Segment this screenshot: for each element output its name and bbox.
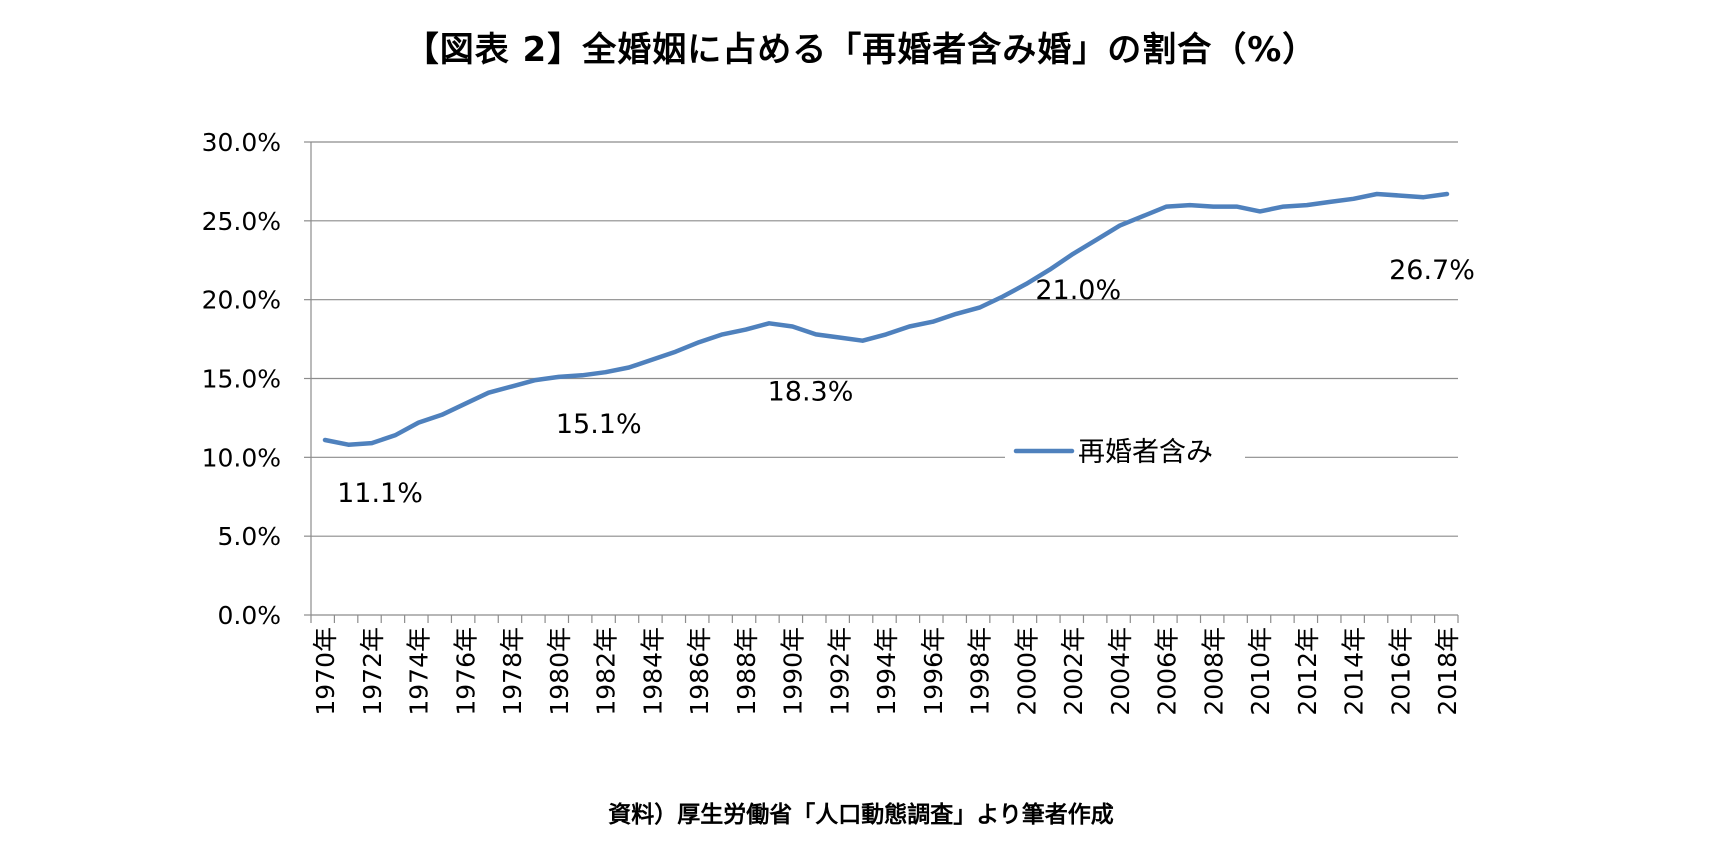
chart-title: 【図表 2】全婚姻に占める「再婚者含み婚」の割合（%） bbox=[404, 30, 1318, 70]
x-tick-label: 2012年 bbox=[1293, 627, 1322, 716]
chart-source: 資料）厚生労働省「人口動態調査」より筆者作成 bbox=[608, 802, 1114, 828]
x-tick-label: 2008年 bbox=[1199, 627, 1228, 716]
x-tick-label: 2002年 bbox=[1059, 627, 1088, 716]
x-tick-label: 1984年 bbox=[638, 627, 667, 716]
y-tick-label: 25.0% bbox=[202, 207, 281, 236]
x-tick-label: 1988年 bbox=[732, 627, 761, 716]
y-tick-label: 20.0% bbox=[202, 286, 281, 315]
x-tick-label: 1994年 bbox=[872, 627, 901, 716]
y-tick-labels: 0.0% 5.0% 10.0% 15.0% 20.0% 25.0% 30.0% bbox=[202, 128, 281, 630]
x-tick-label: 1978年 bbox=[498, 627, 527, 716]
data-label: 26.7% bbox=[1389, 255, 1475, 286]
x-tick-label: 2000年 bbox=[1012, 627, 1041, 716]
data-label: 15.1% bbox=[556, 409, 642, 440]
x-tick-label: 1986年 bbox=[685, 627, 714, 716]
x-tick-label: 2016年 bbox=[1386, 627, 1415, 716]
data-label: 11.1% bbox=[337, 478, 423, 509]
axes bbox=[304, 141, 1459, 623]
data-label: 18.3% bbox=[768, 376, 854, 407]
x-tick-label: 1972年 bbox=[358, 627, 387, 716]
x-tick-labels: 1970年 1972年 1974年 1976年 1978年 1980年 1982年 1984年… bbox=[311, 627, 1462, 716]
x-tick-label: 1980年 bbox=[545, 627, 574, 716]
legend: 再婚者含み bbox=[1005, 427, 1245, 473]
x-tick-label: 1976年 bbox=[451, 627, 480, 716]
x-tick-label: 1970年 bbox=[311, 627, 340, 716]
x-tick-label: 2014年 bbox=[1340, 627, 1369, 716]
x-tick-label: 2010年 bbox=[1246, 627, 1275, 716]
series-layer bbox=[322, 191, 1450, 447]
x-tick-label: 1992年 bbox=[825, 627, 854, 716]
gridlines bbox=[311, 141, 1458, 537]
y-tick-label: 0.0% bbox=[217, 601, 281, 630]
y-tick-label: 15.0% bbox=[202, 365, 281, 394]
x-tick-label: 2018年 bbox=[1433, 627, 1462, 716]
x-tick-label: 1982年 bbox=[592, 627, 621, 716]
x-tick-label: 1974年 bbox=[405, 627, 434, 716]
y-tick-label: 10.0% bbox=[202, 443, 281, 472]
data-label: 21.0% bbox=[1035, 275, 1121, 306]
y-tick-label: 30.0% bbox=[202, 128, 281, 157]
x-tick-label: 1996年 bbox=[919, 627, 948, 716]
x-tick-label: 2004年 bbox=[1106, 627, 1135, 716]
x-tick-label: 1990年 bbox=[779, 627, 808, 716]
legend-label: 再婚者含み bbox=[1078, 437, 1213, 468]
x-tick-label: 2006年 bbox=[1153, 627, 1182, 716]
series-line bbox=[322, 191, 1450, 447]
x-tick-label: 1998年 bbox=[966, 627, 995, 716]
y-tick-label: 5.0% bbox=[217, 522, 281, 551]
data-labels: 11.1% 15.1% 18.3% 21.0% 26.7% bbox=[337, 255, 1475, 509]
